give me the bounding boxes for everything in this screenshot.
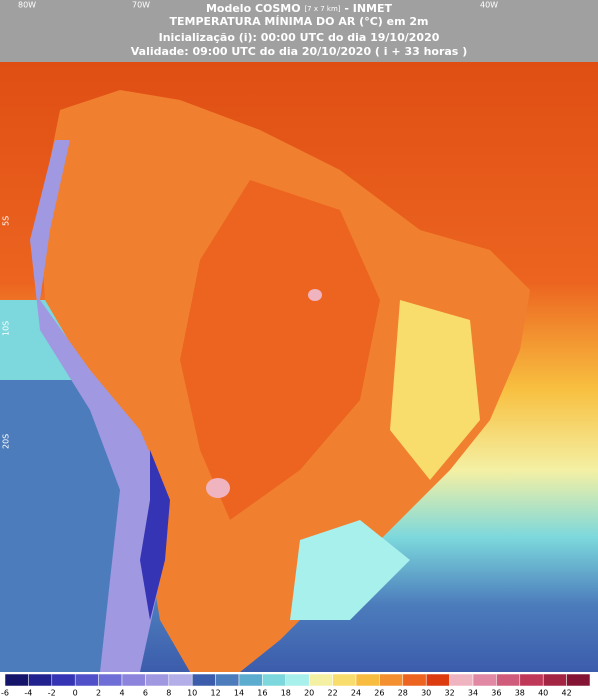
legend-swatch — [449, 673, 474, 687]
lon-label: 70W — [132, 1, 150, 10]
legend-label: 30 — [421, 689, 431, 698]
legend-label: 34 — [468, 689, 478, 698]
legend-swatch — [519, 673, 544, 687]
init: Inicialização (i): 00:00 UTC do dia 19/1… — [159, 31, 440, 44]
legend-swatch — [4, 673, 29, 687]
header-band — [0, 0, 598, 62]
legend-label: 12 — [211, 689, 221, 698]
model: Modelo COSMO [7 x 7 km] - INMET — [206, 2, 393, 15]
valid: Validade: 09:00 UTC do dia 20/10/2020 ( … — [131, 45, 467, 58]
legend-label: -4 — [24, 689, 32, 698]
title: TEMPERATURA MÍNIMA DO AR (°C) em 2m — [170, 15, 429, 28]
legend-label: 36 — [491, 689, 501, 698]
legend-label: 14 — [234, 689, 244, 698]
model-name: Modelo COSMO — [206, 2, 301, 15]
legend-label: 2 — [96, 689, 101, 698]
resolution: [7 x 7 km] — [304, 5, 340, 13]
andes — [30, 140, 170, 672]
legend-label: 42 — [562, 689, 572, 698]
legend-swatch — [262, 673, 287, 687]
legend-swatch — [355, 673, 380, 687]
highlands — [390, 300, 480, 480]
grid-labels: 80W 70W 40W 5S 10S 20S — [2, 1, 499, 450]
legend-label: 6 — [143, 689, 148, 698]
legend-swatch — [145, 673, 170, 687]
warm-core — [180, 180, 380, 520]
south-cool — [290, 520, 410, 620]
lon-label: 40W — [480, 1, 498, 10]
legend-label: 0 — [73, 689, 78, 698]
lon-label: 80W — [18, 1, 36, 10]
legend-label: 8 — [166, 689, 171, 698]
legend-swatch — [215, 673, 240, 687]
legend-swatch — [402, 673, 427, 687]
lat-label: 10S — [2, 321, 11, 336]
lat-label: 5S — [2, 216, 11, 226]
legend-swatch — [168, 673, 193, 687]
legend-swatch — [379, 673, 404, 687]
legend-label: 38 — [515, 689, 525, 698]
agency: - INMET — [344, 2, 392, 15]
legend-swatch — [191, 673, 216, 687]
lat-label: 20S — [2, 434, 11, 449]
legend-label: 24 — [351, 689, 361, 698]
legend-swatch — [496, 673, 521, 687]
legend-swatch — [472, 673, 497, 687]
hot-spot — [308, 289, 322, 301]
legend-label: 26 — [374, 689, 384, 698]
legend-swatch — [98, 673, 123, 687]
legend-label: 4 — [119, 689, 124, 698]
hot-spot — [206, 478, 230, 498]
legend-swatch — [51, 673, 76, 687]
legend-swatch — [121, 673, 146, 687]
legend-label: 18 — [281, 689, 291, 698]
legend-swatch — [332, 673, 357, 687]
legend: -6 -4 -2 0 2 4 6 8 10 12 14 16 18 20 22 24 26 28 30 32 34 36 3… — [1, 673, 591, 698]
legend-label: 20 — [304, 689, 314, 698]
legend-swatch — [238, 673, 263, 687]
legend-label: 22 — [328, 689, 338, 698]
legend-label: 40 — [538, 689, 548, 698]
legend-swatch — [74, 673, 99, 687]
legend-swatch — [566, 673, 591, 687]
legend-label: 10 — [187, 689, 197, 698]
legend-swatch — [425, 673, 450, 687]
legend-label: 32 — [445, 689, 455, 698]
legend-swatch — [28, 673, 53, 687]
legend-label: -2 — [48, 689, 56, 698]
legend-label: 16 — [257, 689, 267, 698]
legend-label: -6 — [1, 689, 9, 698]
legend-swatch — [308, 673, 333, 687]
legend-label: 28 — [398, 689, 408, 698]
legend-swatch — [285, 673, 310, 687]
andes-cold — [140, 450, 170, 620]
legend-swatch — [542, 673, 567, 687]
